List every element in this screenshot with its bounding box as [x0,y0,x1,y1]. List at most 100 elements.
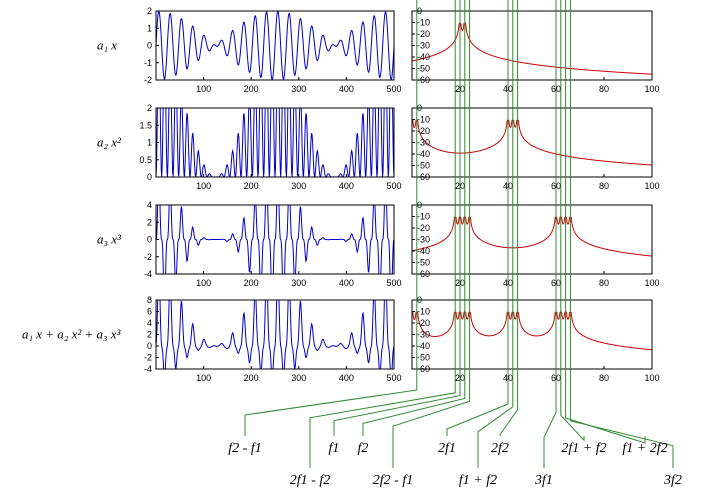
y-tick-label: -50 [417,64,430,74]
label-2f1+f2: 2f1 + f2 [561,441,606,456]
y-tick-label: 0 [417,200,422,210]
time-series-line [156,205,394,274]
x-tick-label: 300 [291,181,306,191]
y-tick-label: -1 [144,58,152,68]
spectrum-line [412,216,652,257]
y-tick-label: 1 [147,138,152,148]
y-tick-label: -4 [144,269,152,279]
x-tick-label: 500 [386,84,401,94]
y-tick-label: 1.5 [139,120,152,130]
guide-line-f1+f2 [477,0,514,468]
y-tick-label: 1 [147,23,152,33]
label-2f2-f1: 2f2 - f1 [373,473,413,488]
x-tick-label: 200 [244,373,259,383]
y-tick-label: -50 [417,161,430,171]
x-tick-label: 80 [599,84,609,94]
y-tick-label: -60 [417,364,430,374]
y-tick-label: -2 [144,75,152,85]
x-tick-label: 200 [244,84,259,94]
x-tick-label: 100 [196,181,211,191]
y-tick-label: -40 [417,341,430,351]
y-tick-label: -30 [417,41,430,51]
label-f2: f2 [358,441,369,456]
x-tick-label: 400 [339,84,354,94]
time-series-line [156,11,394,80]
y-tick-label: -10 [417,115,430,125]
y-tick-label: 2 [147,217,152,227]
y-tick-label: -60 [417,269,430,279]
x-tick-label: 100 [644,373,659,383]
y-tick-label: -30 [417,235,430,245]
label-f1: f1 [329,441,340,456]
x-tick-label: 400 [339,278,354,288]
y-tick-label: 2 [147,330,152,340]
label-2f1: 2f1 [438,441,456,456]
x-tick-label: 400 [339,373,354,383]
y-tick-label: -50 [417,258,430,268]
x-tick-label: 500 [386,373,401,383]
guide-line-2f1-f2 [309,0,456,468]
x-tick-label: 100 [644,278,659,288]
y-tick-label: -60 [417,75,430,85]
time-series-line [156,108,394,177]
guide-line-3f1 [543,0,557,468]
time-panel-4: 100 200 300 400 500 8 64 20 -2-4 [144,295,402,383]
x-tick-label: 400 [339,181,354,191]
y-tick-label: -4 [144,364,152,374]
y-tick-label: -40 [417,246,430,256]
guide-line-f2 [362,0,466,436]
time-panel-2: 100 200 300 400 500 2 1.5 1 0.5 0 [139,103,401,191]
row-label: a₂ x² [97,135,122,150]
guide-line-2f2 [499,0,519,436]
spectrum-line [412,311,652,351]
y-tick-label: 0 [147,235,152,245]
label-2f2: 2f2 [491,441,509,456]
y-tick-label: 0 [417,103,422,113]
spectrum-line [412,119,652,166]
y-tick-label: 0 [417,6,422,16]
y-tick-label: -2 [144,353,152,363]
y-tick-label: -50 [417,353,430,363]
x-tick-label: 80 [599,278,609,288]
axes-frame [411,107,653,178]
y-tick-label: -30 [417,138,430,148]
frequency-labels: f2 - f1 2f1 - f2 f1 f2 2f2 - f1 2f1 f1 + f2 2f2… [228,441,682,488]
y-tick-label: -10 [417,307,430,317]
x-tick-label: 300 [291,373,306,383]
x-tick-label: 100 [196,84,211,94]
y-tick-label: 2 [147,103,152,113]
x-tick-label: 300 [291,84,306,94]
y-tick-label: -20 [417,223,430,233]
x-tick-label: 100 [644,181,659,191]
y-tick-label: -60 [417,172,430,182]
x-tick-label: 500 [386,181,401,191]
label-3f2: 3f2 [663,473,682,488]
x-tick-label: 100 [196,278,211,288]
label-3f1: 3f1 [534,473,553,488]
y-tick-label: -40 [417,52,430,62]
y-tick-label: -2 [144,252,152,262]
axes-frame [411,299,653,370]
guide-line-f1 [333,0,461,436]
y-tick-label: 8 [147,295,152,305]
y-tick-label: 4 [147,318,152,328]
x-tick-label: 100 [196,373,211,383]
x-tick-label: 200 [244,278,259,288]
x-tick-label: 80 [599,181,609,191]
spectrum-line [412,22,652,75]
y-tick-label: 0 [147,41,152,51]
x-tick-label: 100 [644,84,659,94]
x-tick-label: 80 [599,373,609,383]
row-label: a₁ x + a₂ x² + a₃ x³ [22,327,122,342]
y-tick-label: 4 [147,200,152,210]
guide-line-f1+2f2 [565,0,646,444]
y-tick-label: -20 [417,29,430,39]
axes-frame [411,10,653,81]
y-tick-label: -20 [417,126,430,136]
frequency-guides [244,0,674,468]
axes-frame [411,204,653,275]
y-tick-label: 0 [147,172,152,182]
guide-line-2f1 [446,0,509,436]
